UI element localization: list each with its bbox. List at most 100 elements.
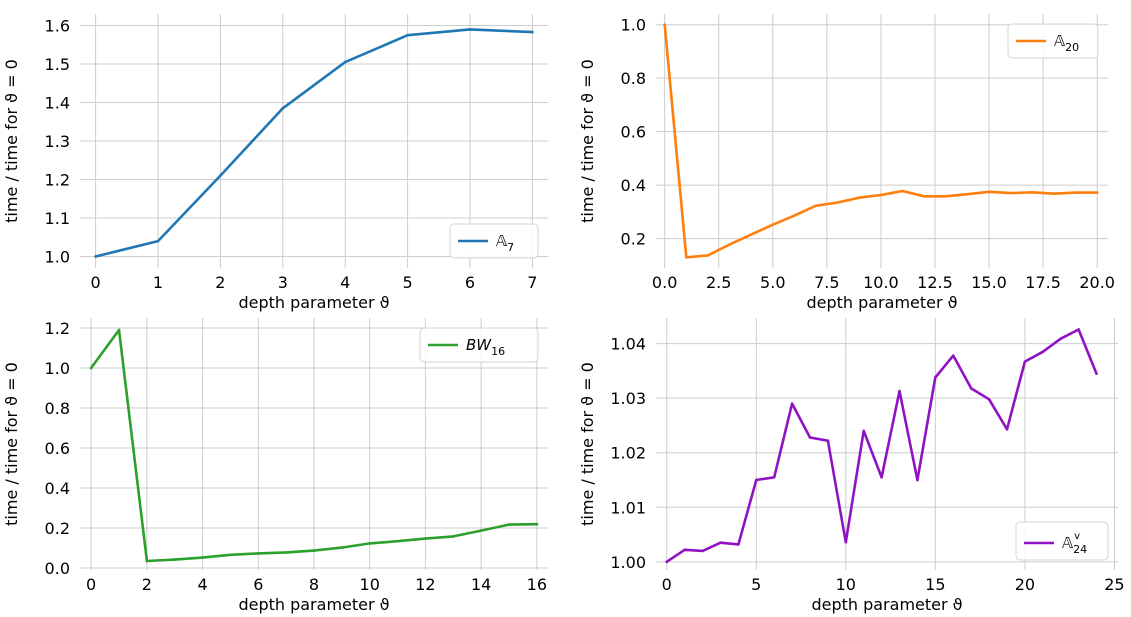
y-tick-label: 1.3 bbox=[45, 132, 70, 151]
legend-label-subscript: 7 bbox=[507, 241, 514, 254]
data-point bbox=[1005, 427, 1009, 431]
data-point bbox=[879, 193, 883, 197]
legend-label-name: 𝔸 bbox=[1054, 32, 1065, 50]
data-point bbox=[1095, 372, 1098, 375]
y-axis-label: time / time for ϑ = 0 bbox=[2, 59, 21, 223]
data-point bbox=[451, 535, 455, 538]
y-tick-label: 0.8 bbox=[45, 399, 70, 418]
data-point bbox=[737, 543, 740, 546]
chart-panel-4: 0 5 10 15 20 25 1.00 1.01 1.02 1.03 1.04 depth para… bbox=[578, 318, 1125, 614]
data-point bbox=[368, 542, 372, 545]
y-tick-label: 1.0 bbox=[45, 247, 70, 266]
x-tick-label: 2.5 bbox=[706, 273, 731, 292]
data-point bbox=[880, 475, 883, 479]
data-point bbox=[934, 376, 937, 379]
y-tick-label: 1.03 bbox=[610, 389, 646, 408]
data-point bbox=[340, 546, 344, 549]
x-tick-label: 10 bbox=[836, 575, 856, 594]
data-point bbox=[684, 256, 688, 259]
legend-box bbox=[1007, 23, 1099, 59]
x-tick-label: 0 bbox=[86, 575, 96, 594]
data-point bbox=[898, 389, 901, 393]
x-tick-label: 0.0 bbox=[652, 273, 677, 292]
x-tick-label: 2 bbox=[142, 575, 152, 594]
y-tick-label: 1.6 bbox=[45, 17, 70, 36]
y-tick-label: 1.04 bbox=[610, 335, 646, 354]
y-tick-label: 0.2 bbox=[45, 519, 70, 538]
data-point bbox=[701, 549, 704, 553]
data-point bbox=[966, 192, 969, 196]
x-tick-label: 16 bbox=[527, 575, 547, 594]
grid bbox=[80, 14, 548, 268]
data-point bbox=[1023, 360, 1027, 363]
data-point bbox=[749, 233, 753, 236]
data-point bbox=[844, 540, 848, 544]
x-tick-label: 12.5 bbox=[917, 273, 953, 292]
y-tick-label: 1.02 bbox=[610, 444, 646, 463]
legend: 𝔸20 bbox=[1007, 23, 1099, 59]
data-point bbox=[145, 559, 149, 563]
data-point bbox=[535, 522, 539, 526]
data-point bbox=[772, 475, 776, 479]
x-tick-label: 7.5 bbox=[814, 273, 839, 292]
y-tick-label: 1.4 bbox=[45, 94, 70, 113]
x-tick-label: 5 bbox=[751, 575, 761, 594]
y-tick-label: 1.0 bbox=[621, 16, 646, 35]
y-axis-label: time / time for ϑ = 0 bbox=[578, 362, 597, 526]
legend-box bbox=[1015, 521, 1109, 561]
data-point bbox=[944, 195, 948, 198]
data-point bbox=[219, 174, 222, 177]
data-point bbox=[531, 30, 534, 34]
legend: BW16 bbox=[419, 327, 539, 363]
x-tick-label: 5.0 bbox=[760, 273, 785, 292]
legend-box bbox=[449, 223, 539, 259]
data-point bbox=[728, 243, 731, 246]
data-point bbox=[951, 354, 955, 357]
data-point bbox=[857, 196, 861, 199]
x-tick-label: 20.0 bbox=[1079, 273, 1115, 292]
x-tick-label: 14 bbox=[471, 575, 491, 594]
legend-box bbox=[419, 327, 539, 363]
x-tick-label: 15 bbox=[925, 575, 945, 594]
data-point bbox=[284, 551, 288, 554]
data-point bbox=[117, 328, 121, 332]
legend-label: 𝔸20 bbox=[1054, 32, 1079, 54]
y-tick-label: 1.5 bbox=[45, 55, 70, 74]
x-tick-label: 17.5 bbox=[1025, 273, 1061, 292]
data-point bbox=[173, 558, 177, 561]
data-point bbox=[256, 552, 260, 555]
data-point bbox=[156, 239, 160, 243]
data-point bbox=[1041, 350, 1045, 354]
y-tick-label: 0.6 bbox=[45, 439, 70, 458]
y-tick-label: 1.2 bbox=[45, 319, 70, 338]
data-point bbox=[468, 28, 472, 31]
x-tick-label: 7 bbox=[527, 273, 537, 292]
x-tick-label: 6 bbox=[465, 273, 475, 292]
chart-panel-1: 0 1 2 3 4 5 6 7 1.0 1.1 1.2 1.3 1.4 1.5 1.6 depth param… bbox=[2, 14, 548, 312]
y-tick-label: 0.6 bbox=[621, 123, 646, 142]
data-point bbox=[1074, 191, 1077, 194]
x-tick-label: 8 bbox=[309, 575, 319, 594]
x-axis-label: depth parameter ϑ bbox=[806, 293, 957, 312]
x-tick-label: 4 bbox=[340, 273, 350, 292]
data-point bbox=[424, 537, 427, 540]
data-point bbox=[479, 529, 483, 532]
data-point bbox=[901, 189, 904, 193]
x-axis-label: depth parameter ϑ bbox=[238, 595, 389, 614]
x-tick-label: 6 bbox=[253, 575, 263, 594]
data-point bbox=[862, 429, 866, 433]
x-tick-label: 10 bbox=[360, 575, 380, 594]
data-point bbox=[343, 60, 347, 64]
data-point bbox=[1077, 328, 1080, 331]
chart-panel-2: 0.0 2.5 5.0 7.5 10.0 12.5 15.0 17.5 20.0 0.2 0.4 0.… bbox=[578, 14, 1115, 312]
x-tick-label: 2 bbox=[215, 273, 225, 292]
data-point bbox=[1095, 191, 1099, 194]
legend-label-subscript: 16 bbox=[491, 345, 505, 358]
y-tick-label: 1.00 bbox=[610, 553, 646, 572]
legend-label: BW16 bbox=[466, 336, 505, 358]
data-point bbox=[916, 478, 919, 482]
legend-label: 𝔸24 bbox=[1062, 534, 1087, 556]
legend-label-name: BW bbox=[466, 336, 492, 354]
data-point bbox=[396, 539, 399, 543]
